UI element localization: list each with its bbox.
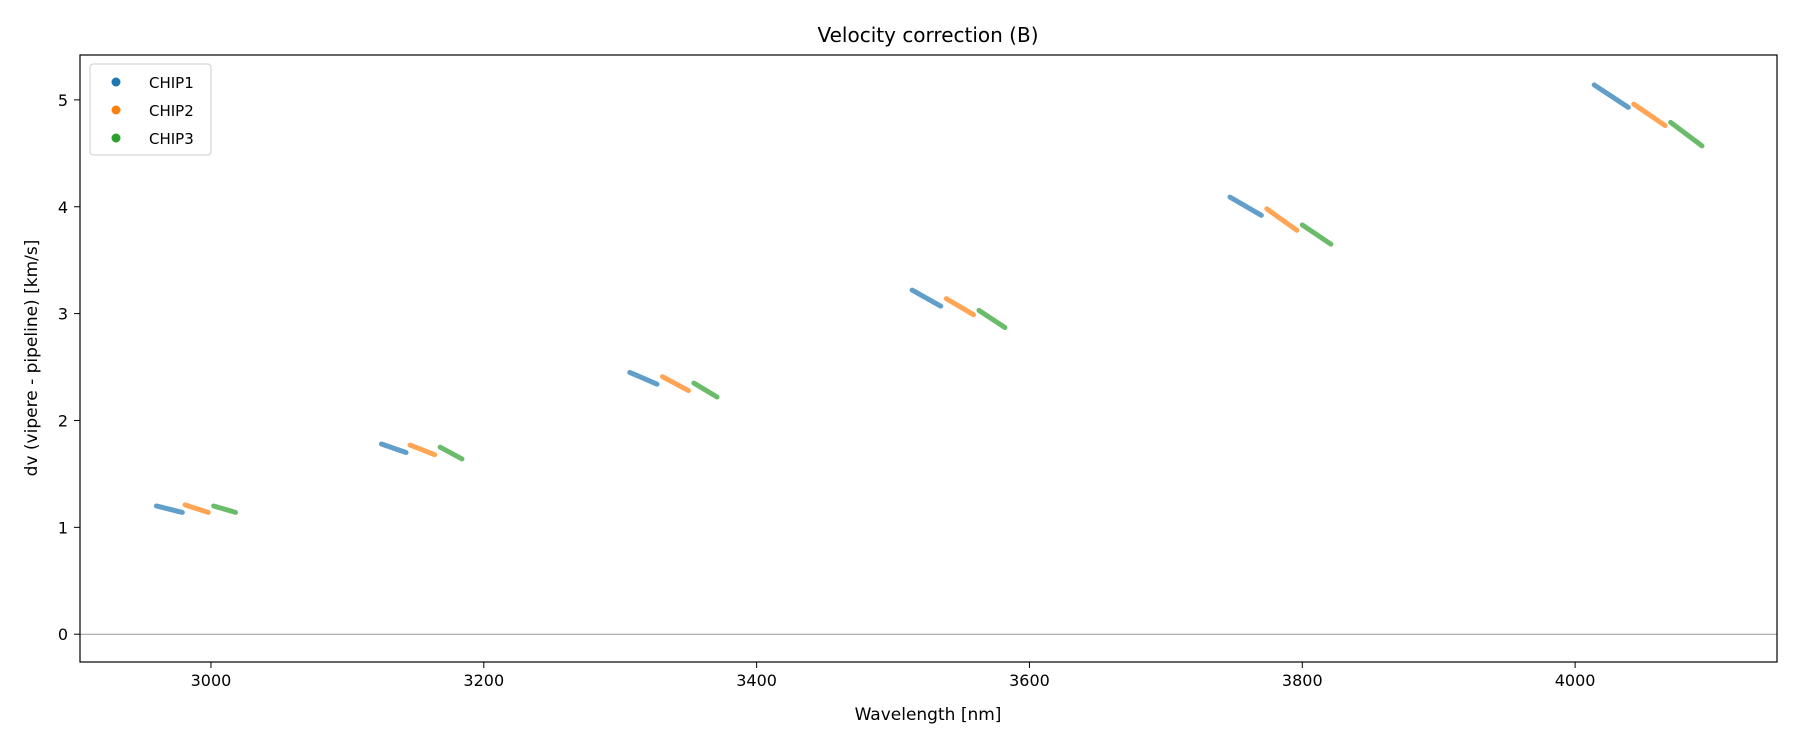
data-segment-chip3 — [211, 503, 239, 515]
data-segment-chip2 — [182, 502, 211, 515]
data-segment-chip2 — [407, 442, 438, 458]
legend-marker-chip1 — [111, 77, 121, 87]
y-axis-label: dv (vipere - pipeline) [km/s] — [22, 240, 42, 477]
legend-box — [89, 63, 212, 156]
data-segment-chip2 — [1631, 101, 1668, 129]
x-tick-label: 3800 — [1282, 671, 1323, 690]
data-segment-chip1 — [627, 369, 660, 387]
data-segment-chip1 — [909, 287, 944, 309]
series-chip2 — [182, 101, 1668, 515]
plot-area — [80, 82, 1777, 635]
chart-title: Velocity correction (B) — [818, 23, 1039, 47]
legend-label-chip1: CHIP1 — [149, 74, 194, 92]
y-tick-label: 2 — [58, 411, 68, 430]
x-tick-label: 3400 — [736, 671, 777, 690]
legend-marker-chip3 — [111, 133, 121, 143]
y-tick-label: 5 — [58, 91, 68, 110]
legend: CHIP1 CHIP2 CHIP3 — [89, 63, 212, 156]
data-segment-chip1 — [153, 503, 185, 515]
y-tick-label: 0 — [58, 625, 68, 644]
legend-marker-chip2 — [111, 105, 121, 115]
legend-label-chip3: CHIP3 — [149, 130, 194, 148]
data-segment-chip3 — [976, 307, 1008, 331]
data-segment-chip3 — [1299, 222, 1334, 247]
y-tick-label: 4 — [58, 198, 68, 217]
x-axis-label: Wavelength [nm] — [855, 705, 1002, 725]
data-segment-chip2 — [943, 296, 977, 318]
data-segment-chip3 — [437, 444, 465, 462]
y-tick-label: 3 — [58, 305, 68, 324]
data-segment-chip1 — [378, 441, 409, 456]
x-tick-label: 3200 — [463, 671, 504, 690]
series-chip1 — [153, 82, 1631, 515]
y-tick-label: 1 — [58, 518, 68, 537]
series-chip3 — [211, 119, 1705, 515]
legend-label-chip2: CHIP2 — [149, 102, 194, 120]
x-tick-label: 4000 — [1555, 671, 1596, 690]
x-tick-label: 3600 — [1009, 671, 1050, 690]
data-segment-chip3 — [1668, 119, 1705, 149]
x-tick-label: 3000 — [191, 671, 232, 690]
axes-frame — [79, 54, 1778, 663]
data-segment-chip1 — [1591, 82, 1631, 110]
data-segment-chip2 — [659, 374, 691, 394]
data-segment-chip3 — [691, 380, 720, 400]
data-segment-chip1 — [1227, 194, 1264, 218]
data-segment-chip2 — [1264, 206, 1300, 233]
